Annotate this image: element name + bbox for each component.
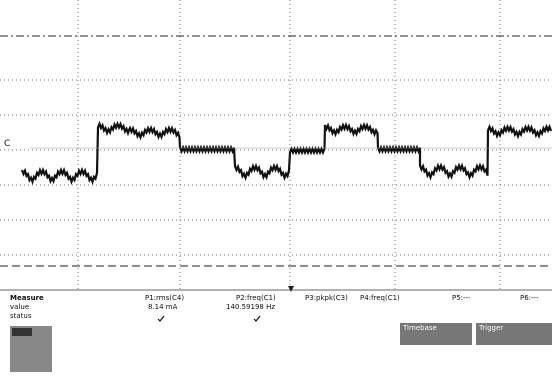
measure-header: Measure xyxy=(10,294,44,302)
waveform xyxy=(22,124,552,182)
param-label: P4:freq(C1) xyxy=(360,294,400,302)
param-value: 140.59198 Hz xyxy=(226,303,275,311)
trace xyxy=(22,124,551,182)
param-label: P3:pkpk(C3) xyxy=(305,294,348,302)
param-label: P5:--- xyxy=(452,294,471,302)
trigger-label: Trigger xyxy=(478,324,503,332)
row-label: value xyxy=(10,303,29,311)
row-label: status xyxy=(10,312,32,320)
trigger-marker xyxy=(288,286,294,292)
param-label: P6:--- xyxy=(520,294,539,302)
param-label: P2:freq(C1) xyxy=(236,294,276,302)
param-value: 8.14 mA xyxy=(148,303,178,311)
channel-marker: C xyxy=(4,139,10,149)
timebase-label: Timebase xyxy=(402,324,437,332)
channel-tab xyxy=(12,328,32,336)
graticule xyxy=(0,0,552,290)
scope-screen: C Measure value status P1:rms(C4)8.14 mA… xyxy=(0,0,552,382)
param-label: P1:rms(C4) xyxy=(145,294,184,302)
status-check xyxy=(254,316,260,321)
status-check xyxy=(158,316,164,321)
